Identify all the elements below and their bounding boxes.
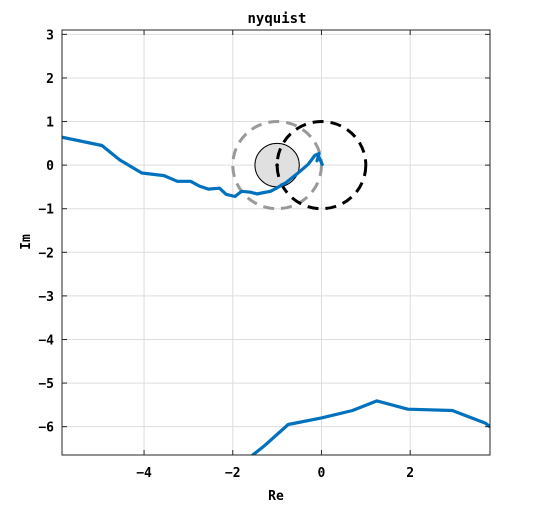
y-tick-label: −4 [38,333,54,348]
x-axis-title: Re [268,489,284,504]
y-axis-title: Im [19,234,34,250]
unit-circle [275,120,368,211]
nyquist-curve-segment [251,399,490,455]
y-tick-label: 2 [46,72,54,87]
y-tick-label: −6 [38,421,54,436]
y-tick-label: 1 [46,116,54,131]
y-tick-label: −2 [38,246,54,261]
y-tick-label: −3 [38,290,54,305]
x-tick-label: −2 [225,466,241,481]
nyquist-curve-segment [62,135,324,199]
grid-lines [62,30,490,455]
chart-marks [62,120,490,455]
x-tick-label: 0 [318,466,326,481]
x-tick-label: 2 [406,466,414,481]
axes-frame [61,29,491,456]
y-tick-label: −5 [38,377,54,392]
axes-box [62,30,490,455]
x-tick-label: −4 [136,466,152,481]
y-tick-label: 0 [46,159,54,174]
y-tick-label: −1 [38,203,54,218]
y-tick-label: 3 [46,28,54,43]
axis-ticks: −4 −2 0 2 3 2 1 0 −1 −2 −3 −4 −5 −6 [38,28,490,481]
chart-title: nyquist [247,11,306,27]
plot-area: −4 −2 0 2 3 2 1 0 −1 −2 −3 −4 −5 −6 [38,28,491,481]
